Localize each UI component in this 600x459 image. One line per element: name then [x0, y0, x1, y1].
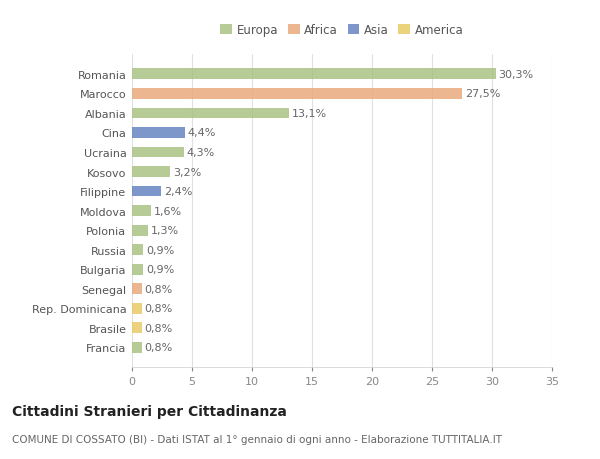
- Bar: [132, 206, 151, 217]
- Text: 4,3%: 4,3%: [187, 148, 215, 157]
- Text: COMUNE DI COSSATO (BI) - Dati ISTAT al 1° gennaio di ogni anno - Elaborazione TU: COMUNE DI COSSATO (BI) - Dati ISTAT al 1…: [12, 434, 502, 444]
- Text: 1,6%: 1,6%: [154, 206, 182, 216]
- Bar: [132, 245, 143, 256]
- Text: 0,8%: 0,8%: [145, 304, 173, 313]
- Text: 27,5%: 27,5%: [465, 89, 500, 99]
- Bar: [132, 264, 143, 275]
- Text: 0,8%: 0,8%: [145, 284, 173, 294]
- Bar: [132, 167, 170, 178]
- Bar: [132, 225, 148, 236]
- Text: 0,9%: 0,9%: [146, 265, 174, 274]
- Bar: [132, 147, 184, 158]
- Bar: [132, 342, 142, 353]
- Text: 1,3%: 1,3%: [151, 226, 179, 235]
- Legend: Europa, Africa, Asia, America: Europa, Africa, Asia, America: [217, 20, 467, 40]
- Text: 3,2%: 3,2%: [173, 167, 202, 177]
- Bar: [132, 108, 289, 119]
- Bar: [132, 323, 142, 334]
- Text: 13,1%: 13,1%: [292, 109, 328, 118]
- Bar: [132, 303, 142, 314]
- Text: 0,8%: 0,8%: [145, 323, 173, 333]
- Text: 0,8%: 0,8%: [145, 343, 173, 353]
- Text: 30,3%: 30,3%: [499, 70, 534, 79]
- Text: 2,4%: 2,4%: [164, 187, 192, 196]
- Text: Cittadini Stranieri per Cittadinanza: Cittadini Stranieri per Cittadinanza: [12, 404, 287, 418]
- Bar: [132, 284, 142, 295]
- Text: 4,4%: 4,4%: [188, 128, 216, 138]
- Bar: [132, 186, 161, 197]
- Bar: [132, 89, 462, 100]
- Bar: [132, 128, 185, 139]
- Text: 0,9%: 0,9%: [146, 245, 174, 255]
- Bar: [132, 69, 496, 80]
